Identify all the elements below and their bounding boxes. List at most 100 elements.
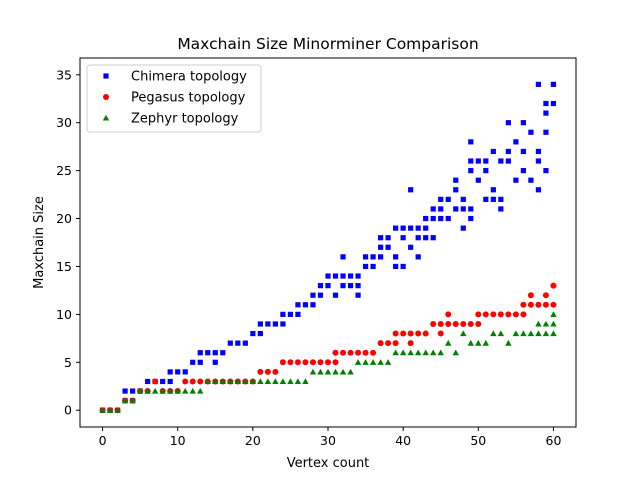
data-point [414, 349, 422, 356]
data-point [182, 369, 188, 375]
data-point [535, 187, 542, 193]
data-point [543, 168, 549, 174]
data-point [543, 100, 549, 107]
data-point [483, 158, 489, 164]
data-point [294, 378, 302, 385]
data-point [340, 283, 346, 289]
data-point [535, 81, 542, 87]
data-point [542, 320, 550, 327]
data-point [490, 330, 497, 337]
data-point [189, 378, 196, 385]
data-point [408, 225, 414, 231]
y-tick-label: 35 [56, 67, 72, 82]
legend-marker [102, 114, 110, 121]
data-point [505, 148, 511, 155]
data-point [528, 177, 534, 183]
data-point [415, 254, 421, 260]
data-point [408, 244, 414, 250]
data-point [265, 321, 271, 327]
data-point [468, 139, 474, 145]
data-point [130, 388, 136, 394]
data-point [309, 359, 316, 366]
data-point [513, 139, 519, 145]
data-point [430, 215, 436, 222]
data-point [423, 235, 429, 241]
data-point [310, 302, 316, 308]
data-point [512, 330, 520, 337]
data-point [257, 330, 263, 337]
x-tick-label: 60 [546, 433, 562, 448]
data-point [280, 311, 286, 317]
data-point [347, 368, 354, 375]
data-point [339, 368, 347, 375]
x-tick-label: 30 [320, 433, 336, 448]
data-point [272, 378, 279, 385]
data-point [182, 387, 189, 394]
y-tick-label: 10 [56, 307, 72, 322]
data-point [151, 387, 159, 394]
data-point [468, 215, 474, 222]
data-point [136, 387, 144, 394]
data-point [393, 263, 399, 270]
data-point [550, 301, 557, 308]
data-point [415, 330, 422, 337]
data-point [362, 349, 369, 356]
data-point [235, 340, 241, 346]
data-point [384, 359, 392, 365]
data-point [197, 350, 203, 356]
data-point [550, 81, 557, 87]
data-point [452, 349, 459, 356]
data-point [332, 368, 339, 375]
y-axis-label: Maxchain Size [32, 196, 47, 289]
data-point [482, 339, 490, 346]
data-point [482, 311, 489, 318]
data-point [475, 177, 481, 183]
legend-label: Pegasus topology [131, 91, 246, 106]
data-point [393, 225, 399, 231]
data-point [287, 311, 294, 317]
data-point [99, 407, 106, 413]
data-point [212, 359, 218, 365]
data-point [152, 378, 159, 385]
data-point [197, 378, 204, 385]
data-point [369, 359, 377, 365]
data-point [354, 359, 362, 365]
data-point [423, 225, 429, 231]
data-point [490, 311, 497, 318]
data-point [377, 359, 384, 365]
data-point [385, 235, 391, 241]
data-point [400, 330, 407, 337]
data-point [505, 120, 511, 126]
data-point [550, 282, 557, 289]
data-point [422, 349, 429, 356]
data-point [468, 206, 474, 212]
x-tick-label: 10 [170, 433, 186, 448]
data-point [362, 263, 369, 270]
data-point [317, 283, 324, 289]
data-point [325, 283, 331, 289]
data-point [497, 311, 504, 318]
data-point [520, 311, 527, 318]
data-point [122, 388, 128, 394]
data-point [324, 368, 332, 375]
data-point [242, 340, 248, 346]
chart-title: Maxchain Size Minorminer Comparison [177, 35, 478, 53]
y-tick-label: 30 [56, 115, 72, 130]
data-point [415, 235, 421, 241]
data-point [159, 387, 166, 394]
data-point [317, 368, 324, 375]
data-point [121, 397, 129, 404]
data-point [257, 321, 263, 327]
data-point [437, 320, 444, 327]
y-tick-label: 5 [64, 355, 72, 370]
data-point [287, 378, 294, 385]
data-point [505, 339, 512, 346]
data-point [234, 378, 242, 385]
data-point [197, 387, 204, 394]
series-triangle [99, 311, 557, 413]
data-point [340, 273, 346, 279]
data-point [197, 359, 203, 365]
data-point [167, 378, 173, 385]
x-tick-label: 0 [99, 433, 107, 448]
data-point [505, 311, 512, 318]
